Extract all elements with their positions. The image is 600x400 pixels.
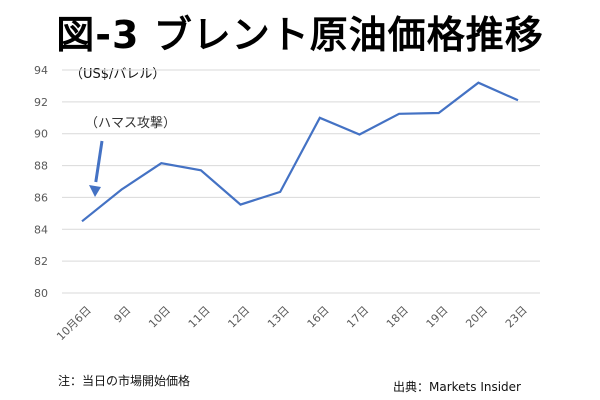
x-tick-label: 10日 bbox=[146, 304, 173, 331]
y-tick-label: 90 bbox=[34, 128, 48, 141]
y-tick-label: 86 bbox=[34, 191, 48, 204]
x-tick-label: 10月6日 bbox=[54, 304, 94, 344]
x-tick-label: 23日 bbox=[503, 304, 530, 331]
footnote: 注：当日の市場開始価格 bbox=[58, 374, 191, 388]
x-tick-label: 11日 bbox=[186, 304, 213, 331]
x-tick-label: 16日 bbox=[305, 304, 332, 331]
chart-title: 図-3 ブレント原油価格推移 bbox=[56, 13, 544, 57]
y-tick-label: 82 bbox=[34, 255, 48, 268]
gridlines bbox=[62, 69, 540, 294]
arrow-head bbox=[89, 185, 101, 197]
x-axis-ticks: 10月6日 9日 10日 11日 12日 13日 16日 17日 18日 19日 20日 23日 bbox=[54, 304, 530, 344]
x-tick-label: 18日 bbox=[384, 304, 411, 331]
y-axis-ticks: 80 82 84 86 88 90 92 94 bbox=[34, 64, 48, 300]
x-tick-label: 12日 bbox=[225, 304, 252, 331]
y-axis-unit-label: （US$/バレル） bbox=[70, 67, 166, 82]
x-tick-label: 9日 bbox=[111, 304, 133, 326]
x-tick-label: 13日 bbox=[265, 304, 292, 331]
y-tick-label: 84 bbox=[34, 223, 48, 236]
series-line bbox=[81, 81, 519, 223]
hamas-attack-annotation: （ハマス攻撃） bbox=[85, 116, 177, 131]
source-note: 出典：Markets Insider bbox=[393, 380, 521, 394]
y-tick-label: 92 bbox=[34, 96, 48, 109]
arrow-shaft bbox=[94, 140, 104, 183]
y-tick-label: 80 bbox=[34, 287, 48, 300]
y-tick-label: 88 bbox=[34, 160, 48, 173]
x-tick-label: 20日 bbox=[463, 304, 490, 331]
y-tick-label: 94 bbox=[34, 64, 48, 77]
annotation-arrow bbox=[89, 140, 104, 197]
x-tick-label: 19日 bbox=[424, 304, 451, 331]
x-tick-label: 17日 bbox=[344, 304, 371, 331]
